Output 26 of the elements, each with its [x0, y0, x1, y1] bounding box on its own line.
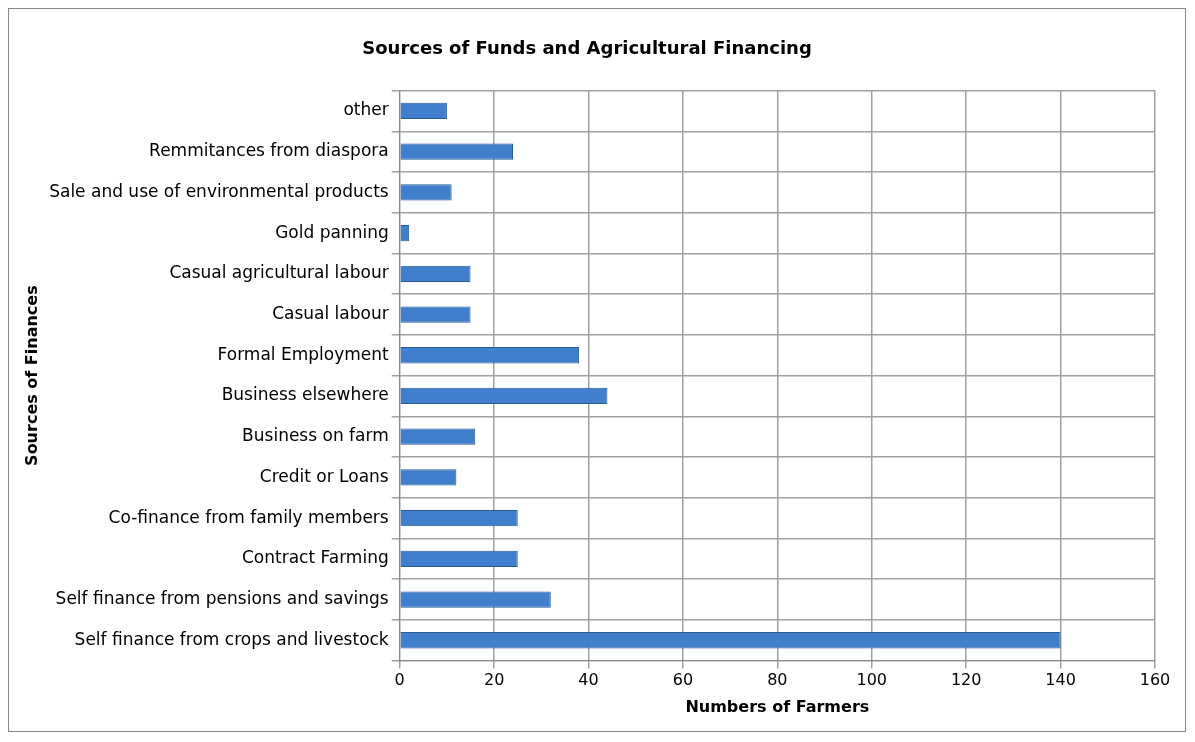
x-tick-label: 120	[950, 670, 982, 690]
chart-title: Sources of Funds and Agricultural Financing	[362, 37, 812, 59]
y-tick-label: Sale and use of environmental products	[49, 180, 389, 201]
y-tick-label: Contract Farming	[242, 547, 389, 568]
y-tick-label: Formal Employment	[217, 343, 390, 364]
y-tick-label: Gold panning	[275, 221, 389, 242]
y-tick-label: other	[343, 99, 389, 120]
y-tick-label: Business on farm	[242, 425, 389, 446]
x-axis-title: Numbers of Farmers	[685, 696, 870, 716]
y-axis-title: Sources of Finances	[21, 285, 41, 466]
y-tick-label: Self finance from crops and livestock	[74, 628, 389, 649]
x-tick-label: 160	[1139, 670, 1171, 690]
x-tick-label: 40	[578, 670, 599, 690]
x-tick-label: 140	[1045, 670, 1076, 690]
y-tick-label: Co-finance from family members	[108, 506, 389, 527]
x-tick-label: 60	[672, 670, 694, 690]
y-tick-label: Credit or Loans	[259, 465, 389, 486]
x-tick-label: 80	[767, 670, 788, 690]
y-tick-label: Casual labour	[272, 302, 389, 323]
x-tick-label: 0	[394, 670, 405, 690]
y-tick-label: Casual agricultural labour	[169, 262, 389, 283]
x-tick-label: 20	[483, 670, 505, 690]
y-tick-label: Business elsewhere	[221, 384, 389, 405]
y-tick-label: Remmitances from diaspora	[149, 140, 389, 161]
y-tick-label: Self finance from pensions and savings	[55, 587, 389, 608]
x-tick-label: 100	[856, 670, 888, 690]
